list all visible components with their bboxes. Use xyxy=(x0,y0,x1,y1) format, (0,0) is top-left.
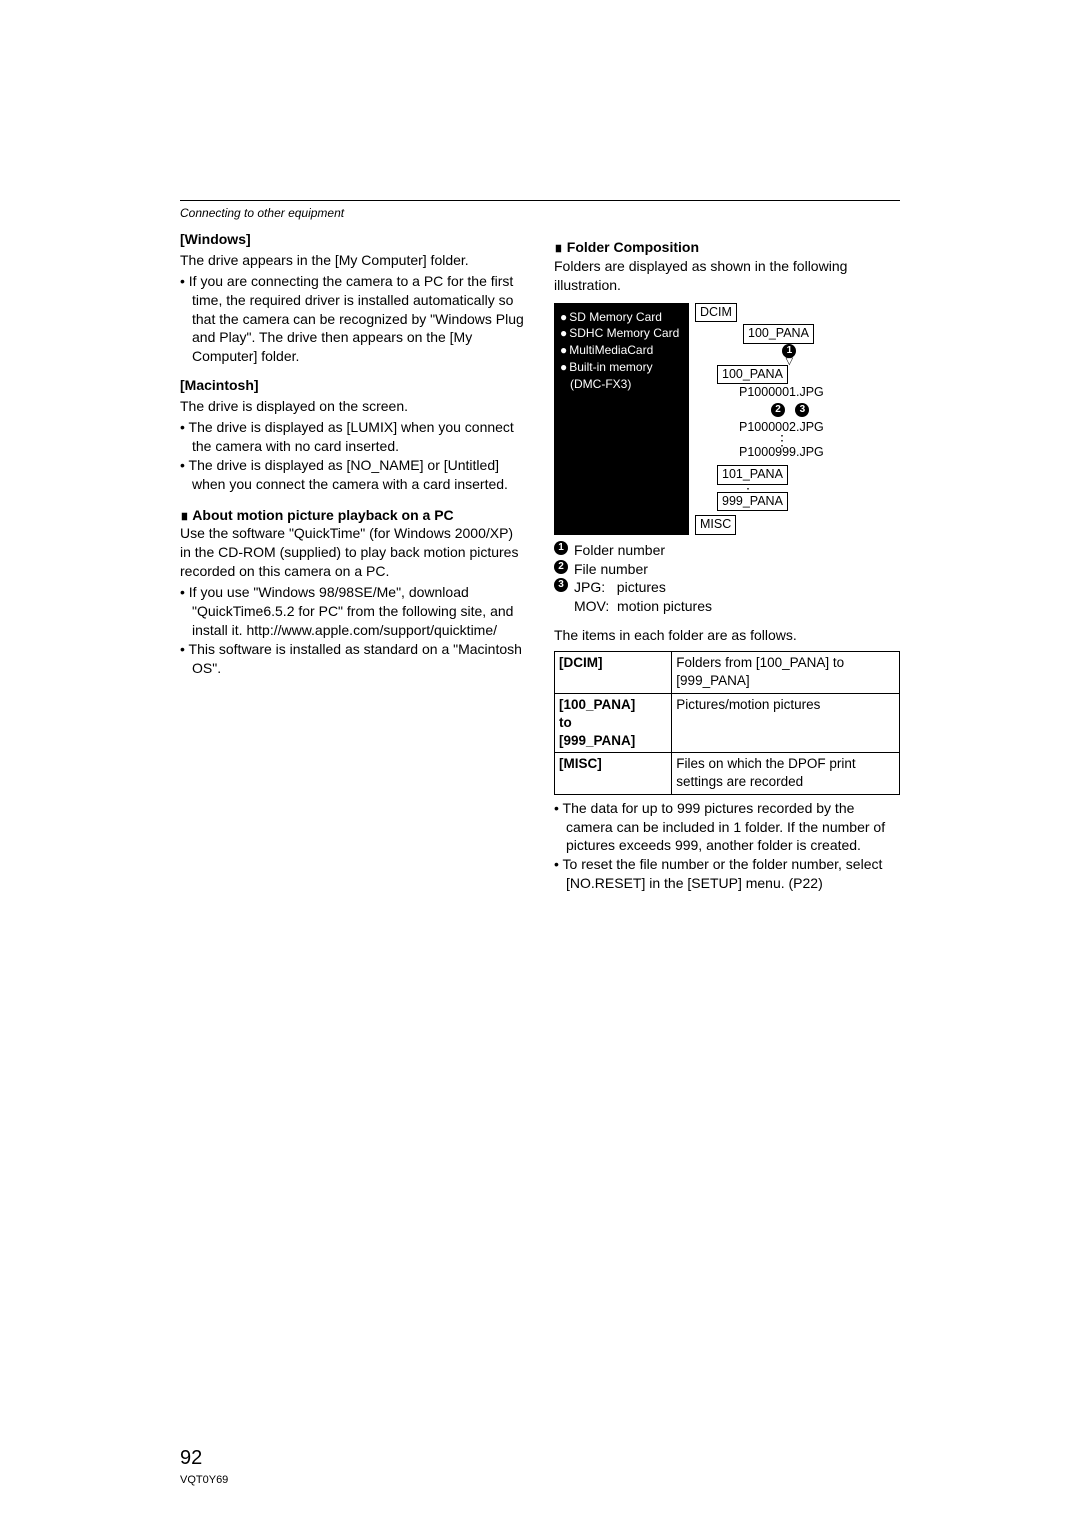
card-item-3: MultiMediaCard xyxy=(560,342,681,359)
legend-2-icon: 2 xyxy=(554,560,568,574)
card-item-4b: (DMC-FX3) xyxy=(570,376,681,393)
table-r1c2: Folders from [100_PANA] to [999_PANA] xyxy=(672,652,900,693)
tree-misc: MISC xyxy=(695,515,736,535)
tree-file-2: P1000002.JPG xyxy=(739,420,824,434)
annot-2-icon: 2 xyxy=(771,403,785,417)
legend-3-icon: 3 xyxy=(554,578,568,592)
motion-bullet-2: This software is installed as standard o… xyxy=(180,640,526,678)
table-r2c1c: [999_PANA] xyxy=(559,733,635,748)
windows-bullets: If you are connecting the camera to a PC… xyxy=(180,272,526,366)
mac-bullet-2: The drive is displayed as [NO_NAME] or [… xyxy=(180,456,526,494)
folder-paragraph: Folders are displayed as shown in the fo… xyxy=(554,257,900,295)
tree-101: 101_PANA xyxy=(717,465,788,485)
annot-3-icon: 3 xyxy=(795,403,809,417)
notes-bullet-1: The data for up to 999 pictures recorded… xyxy=(554,799,900,856)
motion-bullet-1: If you use "Windows 98/98SE/Me", downloa… xyxy=(180,583,526,640)
notes-bullet-2: To reset the file number or the folder n… xyxy=(554,855,900,893)
mac-heading: [Macintosh] xyxy=(180,376,526,395)
table-row: [DCIM] Folders from [100_PANA] to [999_P… xyxy=(555,652,900,693)
page-number: 92 xyxy=(180,1447,202,1470)
content-columns: [Windows] The drive appears in the [My C… xyxy=(180,230,900,893)
legend-3-text: JPG: pictures xyxy=(574,578,666,597)
tree-999: 999_PANA xyxy=(717,492,788,512)
mac-bullets: The drive is displayed as [LUMIX] when y… xyxy=(180,418,526,494)
legend-1-icon: 1 xyxy=(554,541,568,555)
footer-code: VQT0Y69 xyxy=(180,1474,228,1486)
header-rule xyxy=(180,200,900,201)
folder-heading: Folder Composition xyxy=(554,238,900,257)
card-item-4: Built-in memory xyxy=(560,359,681,376)
motion-heading: About motion picture playback on a PC xyxy=(180,506,526,525)
legend-3-text2: MOV: motion pictures xyxy=(574,597,712,616)
card-box: SD Memory Card SDHC Memory Card MultiMed… xyxy=(554,303,689,535)
table-r1c1: [DCIM] xyxy=(555,652,672,693)
legend-1-text: Folder number xyxy=(574,541,665,560)
legend: 1 Folder number 2 File number 3 JPG: pictu… xyxy=(554,541,900,617)
tree-dots-2: ⋮ xyxy=(741,485,824,492)
table-r2c1: [100_PANA] to [999_PANA] xyxy=(555,693,672,753)
legend-3c: MOV: xyxy=(574,598,609,614)
legend-2-text: File number xyxy=(574,560,648,579)
table-intro: The items in each folder are as follows. xyxy=(554,626,900,645)
notes-bullets: The data for up to 999 pictures recorded… xyxy=(554,799,900,893)
tree-100-2: 100_PANA xyxy=(717,365,788,385)
folder-table: [DCIM] Folders from [100_PANA] to [999_P… xyxy=(554,651,900,795)
motion-bullets: If you use "Windows 98/98SE/Me", downloa… xyxy=(180,583,526,677)
windows-heading: [Windows] xyxy=(180,230,526,249)
table-r2c1a: [100_PANA] xyxy=(559,697,635,712)
windows-bullet-1: If you are connecting the camera to a PC… xyxy=(180,272,526,366)
mac-paragraph: The drive is displayed on the screen. xyxy=(180,397,526,416)
tree-file-3: P1000999.JPG xyxy=(739,445,824,459)
folder-tree: DCIM 100_PANA 1 ▽ 100_PANA P1000001.JPG … xyxy=(695,303,824,535)
table-r2c2: Pictures/motion pictures xyxy=(672,693,900,753)
left-column: [Windows] The drive appears in the [My C… xyxy=(180,230,526,893)
folder-diagram: SD Memory Card SDHC Memory Card MultiMed… xyxy=(554,303,900,535)
mac-bullet-1: The drive is displayed as [LUMIX] when y… xyxy=(180,418,526,456)
tree-file-1: P1000001.JPG xyxy=(739,385,824,399)
legend-3a: JPG: xyxy=(574,579,605,595)
tree-dots-1: ⋮ xyxy=(775,437,824,444)
table-r3c1: [MISC] xyxy=(555,753,672,794)
motion-paragraph: Use the software "QuickTime" (for Window… xyxy=(180,524,526,581)
table-r3c2: Files on which the DPOF print settings a… xyxy=(672,753,900,794)
card-item-2: SDHC Memory Card xyxy=(560,325,681,342)
right-column: Folder Composition Folders are displayed… xyxy=(554,230,900,893)
table-row: [100_PANA] to [999_PANA] Pictures/motion… xyxy=(555,693,900,753)
tree-dcim: DCIM xyxy=(695,303,737,323)
tree-100-1: 100_PANA xyxy=(743,324,814,344)
table-r2c1b: to xyxy=(559,715,572,730)
legend-3d: motion pictures xyxy=(617,598,712,614)
table-row: [MISC] Files on which the DPOF print set… xyxy=(555,753,900,794)
legend-3b: pictures xyxy=(617,579,666,595)
section-label: Connecting to other equipment xyxy=(180,206,900,220)
card-item-1: SD Memory Card xyxy=(560,309,681,326)
windows-paragraph: The drive appears in the [My Computer] f… xyxy=(180,251,526,270)
